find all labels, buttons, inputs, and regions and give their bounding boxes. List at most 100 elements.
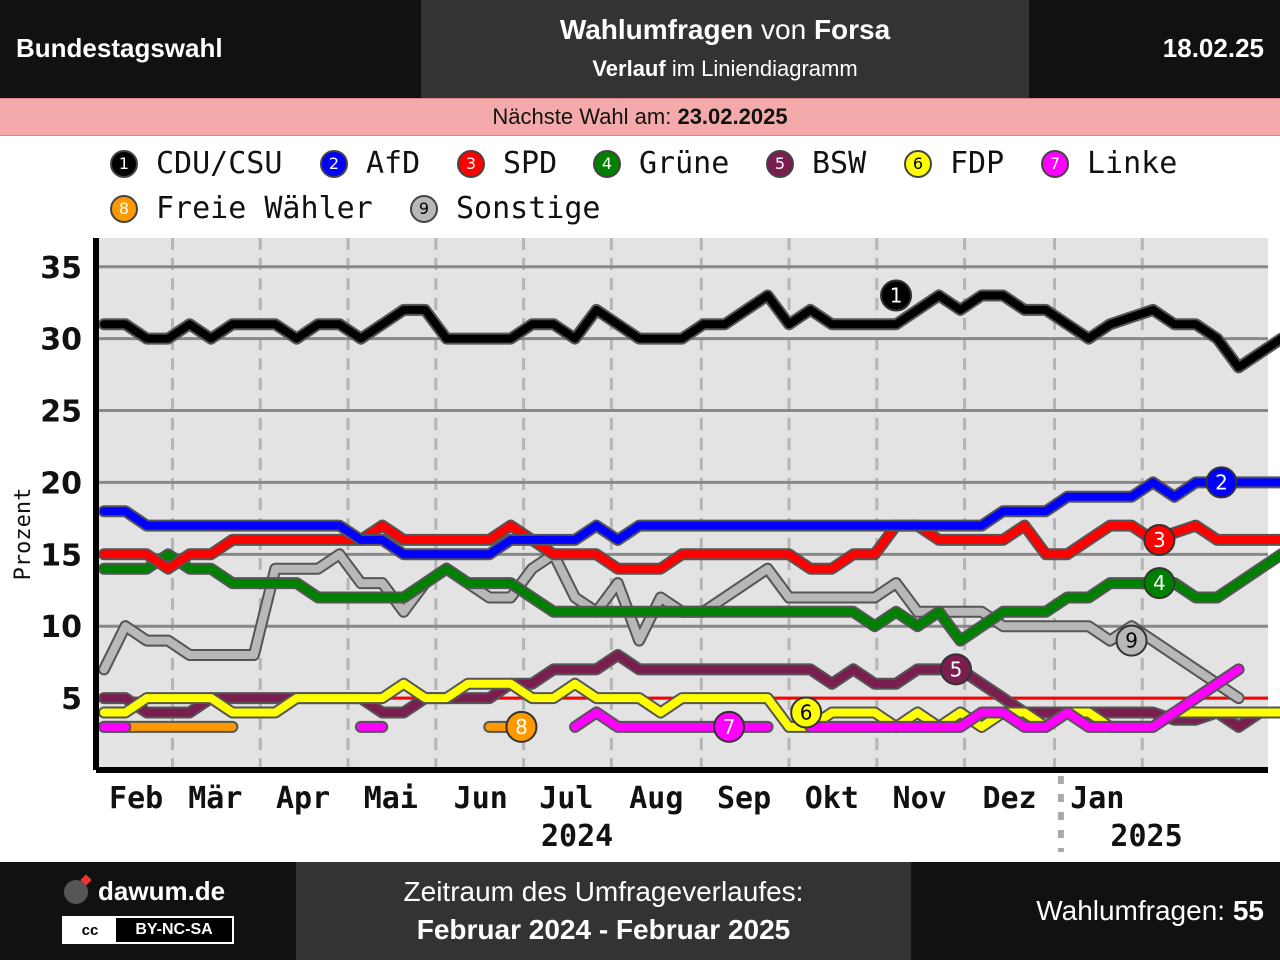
header-date: 18.02.25 [1162,33,1264,63]
marker-number: 1 [890,284,903,308]
marker-number: 7 [723,715,736,739]
legend-label: SPD [503,146,558,181]
x-tick-label: Mär [188,781,242,816]
series-line-linke [806,665,1243,731]
series-marker-spd: 3 [1143,523,1176,556]
marker-circle [1205,466,1238,499]
chart-legend: 1 CDU/CSU 2 AfD 3 SPD 4 Grüne 5 BSW 6 FDP 7 Linke 8 Fre… [0,136,1280,234]
legend-label: AfD [366,146,421,181]
series-marker-afd: 2 [1205,466,1238,499]
legend-item-fdp[interactable]: 6 FDP [904,146,1004,181]
series-line-gruene [100,550,1280,645]
legend-marker: 9 [410,194,438,223]
legend-item-afd[interactable]: 2 AfD [320,146,420,181]
series-line-spd [100,521,1280,573]
y-tick-label: 30 [40,323,82,358]
marker-circle [505,710,538,743]
legend-label: Freie Wähler [156,191,373,226]
x-tick-label: Nov [893,781,947,816]
marker-circle [880,279,913,312]
legend-marker: 6 [904,149,932,178]
series-marker-bsw: 5 [940,653,973,686]
marker-number: 3 [1153,528,1166,552]
x-tick-label: Mai [364,781,418,816]
footer-range-box: Zeitraum des Umfrageverlaufes: Februar 2… [296,862,911,960]
series-line-cdu-csu [100,291,1280,372]
series-marker-cdu-csu: 1 [880,279,913,312]
page-subtitle: Verlauf im Liniendiagramm [592,56,858,81]
marker-circle [940,653,973,686]
x-tick-label: Okt [805,781,859,816]
site-name[interactable]: dawum.de [64,876,225,907]
page-title: Wahlumfragen von Forsa [559,14,891,45]
legend-label: Grüne [639,146,730,181]
header-left: Bundestagswahl [0,0,421,98]
next-election-bar: Nächste Wahl am: 23.02.2025 [0,98,1280,136]
cc-icon: cc [64,918,116,942]
election-type: Bundestagswahl [16,33,223,63]
series-marker-fdp: 6 [790,696,823,729]
marker-number: 9 [1125,629,1138,653]
legend-item-bsw[interactable]: 5 BSW [766,146,866,181]
year-label: 2024 [541,819,613,854]
y-tick-label: 10 [40,610,82,645]
legend-item-freie-waehler[interactable]: 8 Freie Wähler [110,191,373,226]
x-tick-label: Feb [109,781,163,816]
legend-item-sonstige[interactable]: 9 Sonstige [410,191,601,226]
legend-label: FDP [950,146,1005,181]
x-tick-label: Sep [717,781,771,816]
series-marker-gruene: 4 [1143,567,1176,600]
marker-circle [713,710,746,743]
legend-item-gruene[interactable]: 4 Grüne [593,146,729,181]
license-label: BY-NC-SA [116,918,232,942]
range-label: Zeitraum des Umfrageverlaufes: [403,876,804,907]
series-marker-linke: 7 [713,710,746,743]
legend-marker: 7 [1041,149,1069,178]
series-marker-sonstige: 9 [1115,624,1148,657]
legend-item-cdu-csu[interactable]: 1 CDU/CSU [110,146,282,181]
x-tick-label: Jul [539,781,593,816]
license-badge[interactable]: cc BY-NC-SA [62,916,234,944]
y-tick-label: 35 [40,251,82,286]
legend-item-spd[interactable]: 3 SPD [457,146,557,181]
plot-area [96,238,1268,770]
marker-circle [1143,523,1176,556]
legend-marker: 8 [110,194,138,223]
legend-label: Sonstige [456,191,601,226]
legend-label: Linke [1087,146,1178,181]
footer-polls-box: Wahlumfragen: 55 [911,862,1280,960]
marker-circle [790,696,823,729]
legend-label: CDU/CSU [156,146,283,181]
x-tick-label: Aug [629,781,683,816]
next-election-date: 23.02.2025 [677,104,788,129]
y-tick-label: 5 [61,682,82,717]
marker-number: 4 [1153,571,1166,595]
y-tick-label: 20 [40,466,82,501]
legend-label: BSW [812,146,867,181]
marker-number: 2 [1215,470,1228,494]
marker-number: 5 [950,657,963,681]
x-tick-label: Dez [982,781,1036,816]
dawum-logo-icon [64,879,88,904]
series-line-sonstige [100,550,1243,703]
header-right: 18.02.25 [1029,0,1280,98]
marker-number: 8 [515,715,528,739]
legend-marker: 5 [766,149,794,178]
legend-item-linke[interactable]: 7 Linke [1041,146,1177,181]
series-line-afd [100,478,1280,559]
poll-count: Wahlumfragen: 55 [1036,895,1264,926]
marker-number: 6 [800,700,813,724]
x-tick-label: Jan [1070,781,1124,816]
range-value: Februar 2024 - Februar 2025 [416,914,791,945]
marker-circle [1143,567,1176,600]
legend-marker: 3 [457,149,485,178]
header-title-box: Wahlumfragen von Forsa Verlauf im Linien… [421,0,1029,98]
next-election-label: Nächste Wahl am: [492,104,678,129]
y-tick-label: 15 [40,538,82,573]
legend-marker: 2 [320,149,348,178]
marker-circle [1115,624,1148,657]
legend-marker: 1 [110,149,138,178]
y-axis-label: Prozent [11,488,36,581]
footer-left: dawum.de cc BY-NC-SA [0,862,296,960]
